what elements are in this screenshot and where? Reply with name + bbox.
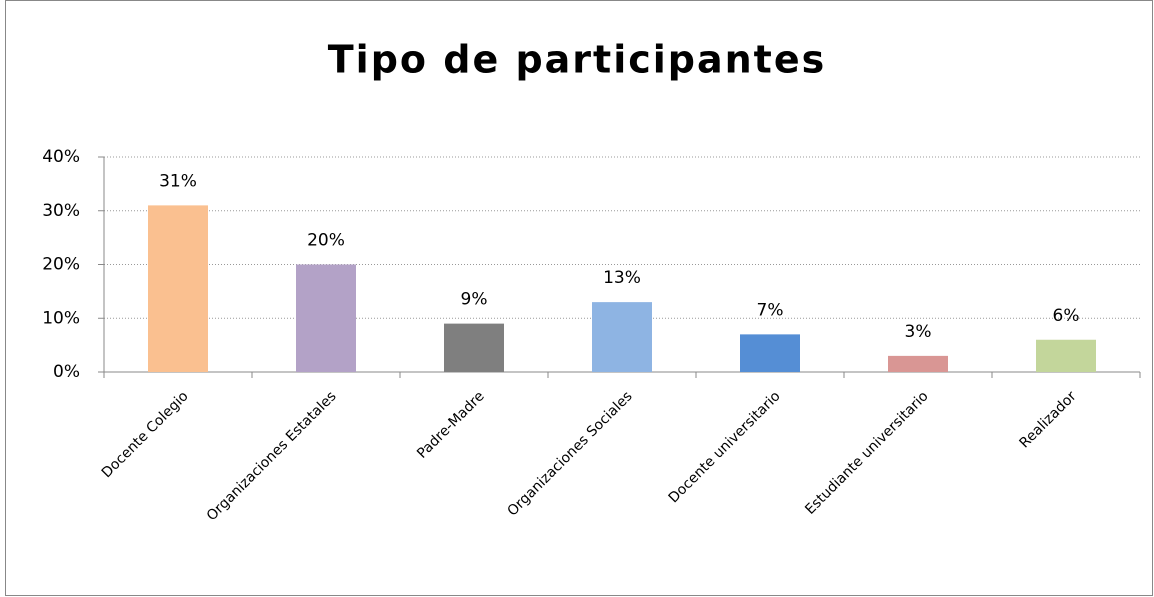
bar	[444, 323, 504, 372]
data-label: 20%	[307, 231, 345, 251]
y-tick-label: 10%	[42, 308, 80, 328]
y-tick-label: 30%	[42, 201, 80, 221]
chart-title: Tipo de participantes	[328, 38, 826, 82]
y-tick-label: 20%	[42, 255, 80, 275]
bar	[592, 302, 652, 372]
data-label: 6%	[1053, 306, 1080, 326]
y-tick-label: 0%	[53, 362, 80, 382]
bar	[888, 355, 948, 372]
bar	[1036, 339, 1096, 372]
data-label: 9%	[461, 290, 488, 310]
bar	[296, 264, 356, 372]
data-label: 7%	[757, 300, 784, 320]
data-label: 31%	[159, 171, 197, 191]
bar	[740, 334, 800, 372]
data-label: 3%	[905, 322, 932, 342]
bar	[148, 205, 208, 372]
data-label: 13%	[603, 268, 641, 288]
y-tick-label: 40%	[42, 147, 80, 167]
